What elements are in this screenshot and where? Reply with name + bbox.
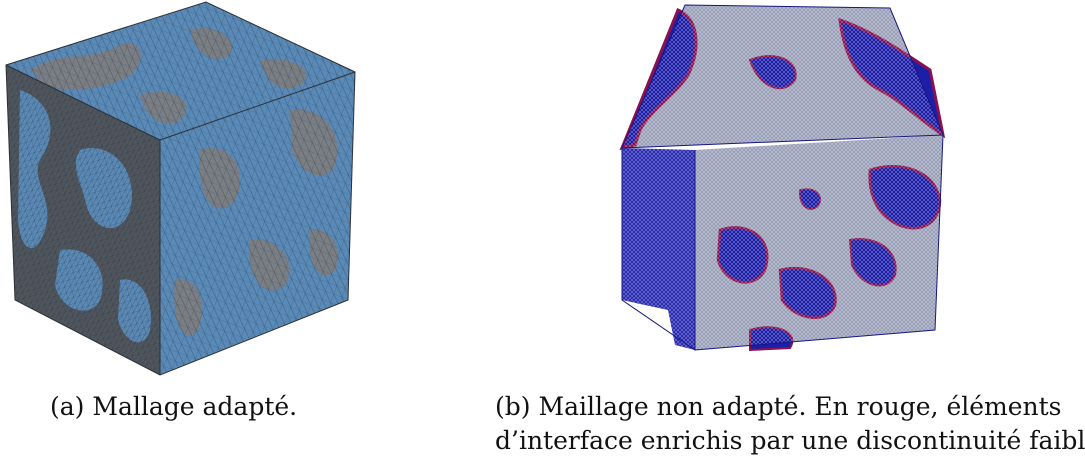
- figure-b-non-adapted-mesh-cube: [600, 0, 955, 380]
- caption-b-text-line1: Maillage non adapté. En rouge, éléments: [538, 392, 1062, 421]
- caption-b: (b) Maillage non adapté. En rouge, éléme…: [495, 390, 1085, 458]
- caption-b-text-line2: d’interface enrichis par une discontinui…: [495, 426, 1085, 455]
- caption-b-tag: (b): [495, 392, 531, 421]
- cube-top-face: [619, 5, 946, 151]
- caption-a-tag: (a): [50, 392, 85, 421]
- figure-a-adapted-mesh-cube: [0, 0, 360, 380]
- non-adapted-mesh-render: [619, 4, 946, 352]
- cube-left-face: [622, 148, 695, 350]
- cube-top-face: [6, 2, 355, 140]
- cube-right-face: [160, 72, 355, 375]
- adapted-mesh-render: [5, 1, 356, 376]
- caption-a: (a) Mallage adapté.: [50, 390, 350, 424]
- cube-front-face: [695, 135, 943, 352]
- cube-left-face: [6, 65, 160, 375]
- caption-b-line1: (b) Maillage non adapté. En rouge, éléme…: [495, 390, 1080, 424]
- caption-a-text: Mallage adapté.: [92, 392, 298, 421]
